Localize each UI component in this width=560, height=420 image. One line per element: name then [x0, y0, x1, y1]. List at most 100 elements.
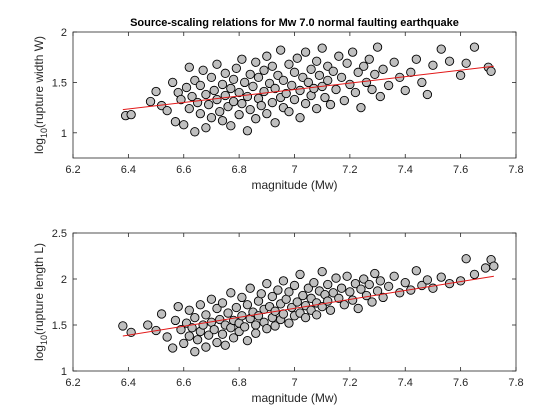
- data-point: [469, 269, 480, 280]
- data-point: [206, 113, 217, 123]
- fit-line: [122, 65, 494, 111]
- data-point: [204, 330, 214, 340]
- data-point: [461, 58, 471, 68]
- data-point: [270, 83, 280, 94]
- data-point: [217, 298, 228, 308]
- data-point: [306, 64, 316, 74]
- data-point: [262, 324, 272, 334]
- x-tick-label: 7.8: [508, 164, 523, 176]
- data-point: [400, 278, 410, 288]
- x-tick-label: 6.8: [231, 164, 246, 176]
- data-point: [209, 85, 219, 96]
- data-point: [361, 290, 372, 301]
- data-point: [411, 266, 421, 276]
- y-tick-label: 2.5: [52, 228, 67, 240]
- data-point: [375, 276, 385, 286]
- data-point: [300, 47, 311, 57]
- data-point: [234, 110, 244, 120]
- data-point: [240, 77, 250, 88]
- data-point: [204, 99, 214, 110]
- data-point: [217, 116, 228, 126]
- y-axis-label-subscript: 10: [39, 335, 49, 345]
- data-point: [370, 268, 380, 279]
- data-point: [336, 283, 347, 293]
- data-point: [411, 54, 421, 64]
- data-point: [284, 318, 294, 328]
- y-axis-label-log: log: [32, 138, 46, 154]
- data-point: [278, 75, 289, 86]
- data-point: [248, 81, 258, 92]
- data-point: [339, 300, 349, 310]
- data-point: [367, 84, 377, 95]
- data-point: [300, 312, 311, 323]
- data-point: [242, 126, 253, 136]
- data-point: [251, 114, 261, 124]
- data-point: [276, 45, 286, 55]
- data-point: [356, 102, 366, 113]
- data-point: [212, 303, 222, 314]
- length-scatter-plot: 6.2 6.4 6.6 6.8 7 7.2 7.4 7.6 7.8 1 1.5 2 2.5 magnitu…: [32, 228, 524, 405]
- y-axis-label-log: log: [32, 345, 46, 361]
- data-point: [190, 347, 200, 357]
- data-point: [345, 287, 355, 297]
- data-point: [170, 117, 181, 127]
- data-point: [309, 278, 319, 288]
- data-point: [375, 91, 385, 102]
- data-point: [168, 343, 178, 353]
- y-tick-label: 2: [61, 274, 67, 286]
- data-point: [226, 288, 236, 298]
- data-point: [162, 332, 172, 342]
- data-point: [192, 97, 203, 108]
- data-point: [118, 321, 128, 331]
- data-point: [295, 269, 305, 280]
- data-point: [195, 300, 206, 310]
- data-point: [323, 279, 333, 290]
- data-point: [256, 100, 266, 111]
- data-point: [347, 47, 358, 57]
- data-point: [461, 254, 471, 264]
- data-point: [395, 288, 405, 298]
- data-point: [303, 77, 313, 88]
- data-point: [251, 320, 261, 330]
- data-point: [389, 271, 399, 281]
- data-point: [262, 51, 272, 61]
- data-point: [298, 290, 308, 301]
- data-point: [195, 109, 206, 119]
- data-point: [201, 89, 211, 100]
- data-point: [325, 305, 336, 315]
- data-point: [228, 96, 239, 107]
- data-point: [444, 56, 455, 66]
- data-point: [289, 67, 300, 77]
- data-point: [270, 118, 280, 128]
- data-point: [469, 42, 480, 52]
- data-point: [311, 56, 322, 66]
- x-tick-label: 6.6: [176, 377, 191, 389]
- data-point: [331, 84, 341, 95]
- data-point: [262, 278, 272, 289]
- data-point: [237, 54, 247, 64]
- data-point: [228, 74, 239, 85]
- data-point: [328, 66, 338, 76]
- data-point: [400, 85, 410, 96]
- data-point: [201, 310, 211, 320]
- data-point: [237, 292, 247, 303]
- x-tick-label: 6.2: [65, 164, 80, 176]
- data-point: [406, 67, 416, 77]
- data-point: [267, 61, 277, 71]
- data-point: [270, 321, 280, 331]
- data-point: [345, 79, 355, 90]
- data-point: [231, 302, 242, 313]
- data-point: [339, 95, 349, 106]
- data-point: [317, 266, 327, 277]
- data-point: [212, 337, 222, 348]
- y-tick-label: 1: [61, 128, 67, 140]
- data-point: [245, 104, 255, 115]
- data-point: [372, 42, 383, 52]
- data-point: [237, 311, 247, 321]
- data-point: [295, 113, 305, 123]
- y-axis-label-subscript: 10: [39, 128, 49, 138]
- data-point: [181, 82, 192, 93]
- data-point: [179, 120, 189, 130]
- x-tick-label: 6.4: [121, 164, 136, 176]
- data-point: [151, 86, 161, 97]
